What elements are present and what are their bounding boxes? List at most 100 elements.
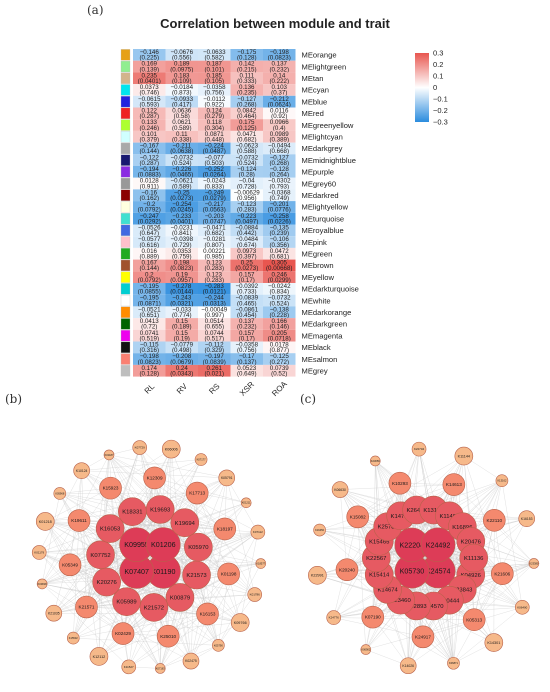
- cell-correlation: 0.198: [174, 260, 190, 267]
- heatmap-cell: [133, 212, 166, 225]
- heatmap-cell: [198, 318, 231, 330]
- cell-correlation: 0.137: [272, 61, 288, 68]
- network-node-K05989: K05989: [112, 587, 141, 616]
- cell-correlation: −0.0521: [138, 306, 161, 313]
- node-label: K06902: [361, 647, 371, 651]
- cell-pvalue: (0.162): [139, 195, 159, 202]
- cell-correlation: 0.15: [176, 318, 189, 325]
- cell-pvalue: (0.0718): [268, 335, 291, 342]
- network-edge: [42, 583, 129, 667]
- heatmap-row-MEdarkturquoise: −0.195(0.0855) −0.278(0.0144) −0.283(0.012…: [120, 283, 359, 296]
- cell-pvalue: (0.109): [172, 78, 192, 85]
- node-label: K09955: [124, 541, 149, 549]
- heatmap-cell: [263, 364, 296, 377]
- network-edge: [463, 456, 503, 574]
- heatmap-row-MEgreen: 0.016(0.889) 0.0353(0.759) 0.00221(0.985) 0…: [120, 247, 332, 261]
- node-label: K05989: [116, 600, 136, 606]
- node-label: K24776: [329, 616, 339, 620]
- heatmap-cell: [133, 84, 166, 96]
- heatmap-cell: [133, 271, 166, 283]
- network-node-K07112: K07112: [250, 524, 266, 540]
- network-node-K15532: K15532: [66, 631, 80, 645]
- heatmap-row-MEroyalblue: −0.0526(0.647) −0.0231(0.841) −0.0471(0.68…: [120, 224, 344, 237]
- heatmap-cell: [263, 107, 296, 120]
- column-label: XSR: [238, 380, 256, 398]
- network-node-K05970: K05970: [184, 532, 213, 562]
- cell-correlation: −0.0732: [235, 154, 258, 161]
- network-edge: [81, 459, 202, 471]
- network-node-K01179: K01179: [31, 545, 47, 560]
- network-edge: [218, 573, 229, 646]
- cell-pvalue: (0.283): [204, 277, 224, 284]
- cell-pvalue: (0.524): [237, 160, 257, 167]
- heatmap-cell: [133, 95, 166, 108]
- cell-correlation: −0.033: [172, 306, 192, 313]
- network-node: [247, 587, 263, 602]
- network-node-K05313: K05313: [462, 608, 486, 631]
- heatmap-cell: [230, 201, 263, 213]
- heatmap-row-MElightyellow: −0.2(0.0792) −0.254(0.0245) −0.217(0.0563)…: [120, 201, 348, 214]
- row-label: MEdarkgreen: [302, 320, 348, 329]
- cell-pvalue: (0.922): [204, 101, 224, 108]
- heatmap-cell: [230, 318, 263, 330]
- cell-correlation: −0.0494: [268, 143, 291, 150]
- network-edge: [39, 470, 82, 553]
- cell-pvalue: (0.834): [269, 289, 289, 296]
- heatmap-cell: [230, 154, 263, 166]
- network-edge: [333, 617, 424, 638]
- network-edge: [42, 488, 111, 584]
- cell-pvalue: (0.00668): [266, 265, 293, 272]
- heatmap-cell: [133, 247, 166, 260]
- legend-tick: 0.3: [433, 49, 443, 58]
- network-node: [92, 567, 121, 597]
- network-node-K06871: K06871: [447, 656, 460, 670]
- cell-correlation: −0.124: [237, 166, 257, 173]
- legend-tick: 0.2: [433, 60, 443, 69]
- row-label: MEdarkred: [302, 191, 339, 200]
- cell-pvalue: (0.0823): [170, 265, 193, 272]
- cell-correlation: −0.194: [140, 166, 160, 173]
- cell-correlation: −0.0779: [170, 342, 193, 349]
- network-edge: [333, 617, 475, 620]
- cell-correlation: −0.0633: [203, 49, 226, 56]
- cell-correlation: −0.138: [270, 306, 290, 313]
- network-edge: [123, 622, 241, 634]
- cell-pvalue: (0.37): [271, 90, 287, 97]
- heatmap-cell: [165, 119, 198, 131]
- cell-pvalue: (0.749): [269, 195, 289, 202]
- row-label: MEyellow: [302, 273, 335, 282]
- cell-correlation: 0.0413: [140, 318, 159, 325]
- cell-correlation: −0.254: [172, 201, 192, 208]
- node-label: K10124: [76, 469, 88, 473]
- network-node: [31, 545, 47, 560]
- node-label: K25782: [378, 525, 398, 531]
- heatmap-row-MElightgreen: 0.169(0.139) 0.189(0.0975) 0.187(0.101) 0.1…: [120, 61, 346, 73]
- heatmap-cell: [133, 318, 166, 330]
- cell-correlation: 0.205: [272, 330, 288, 337]
- cell-correlation: 0.0989: [270, 131, 289, 138]
- heatmap-cell: [263, 306, 296, 319]
- network-node-K16053: K16053: [95, 514, 125, 543]
- heatmap-cell: [198, 364, 231, 377]
- module-swatch: [120, 177, 131, 190]
- node-label: K21573: [186, 573, 207, 579]
- heatmap-cell: [230, 353, 263, 365]
- network-node: [121, 659, 137, 675]
- network-node-K05968: K05968: [53, 487, 67, 500]
- network-node: [36, 578, 48, 590]
- cell-correlation: −0.195: [140, 283, 160, 290]
- network-node-K01218: K01218: [35, 512, 55, 531]
- cell-pvalue: (0.668): [269, 148, 289, 155]
- cell-pvalue: (0.0321): [170, 300, 193, 307]
- network-node-K06902: K06902: [360, 644, 372, 655]
- network-node-K19693: K19693: [145, 495, 175, 524]
- cell-correlation: 0.25: [241, 260, 254, 267]
- cell-correlation: 0.00221: [203, 248, 226, 255]
- cell-pvalue: (0.0883): [138, 172, 161, 179]
- node-label: K16450: [315, 528, 325, 532]
- heatmap-cell: [133, 72, 166, 85]
- cell-pvalue: (0.356): [269, 242, 289, 249]
- heatmap-row-MEorange: −0.146(0.225) −0.0676(0.556) −0.0633(0.582…: [120, 49, 337, 62]
- node-label: K03818: [38, 582, 48, 586]
- heatmap-cell: [230, 130, 263, 143]
